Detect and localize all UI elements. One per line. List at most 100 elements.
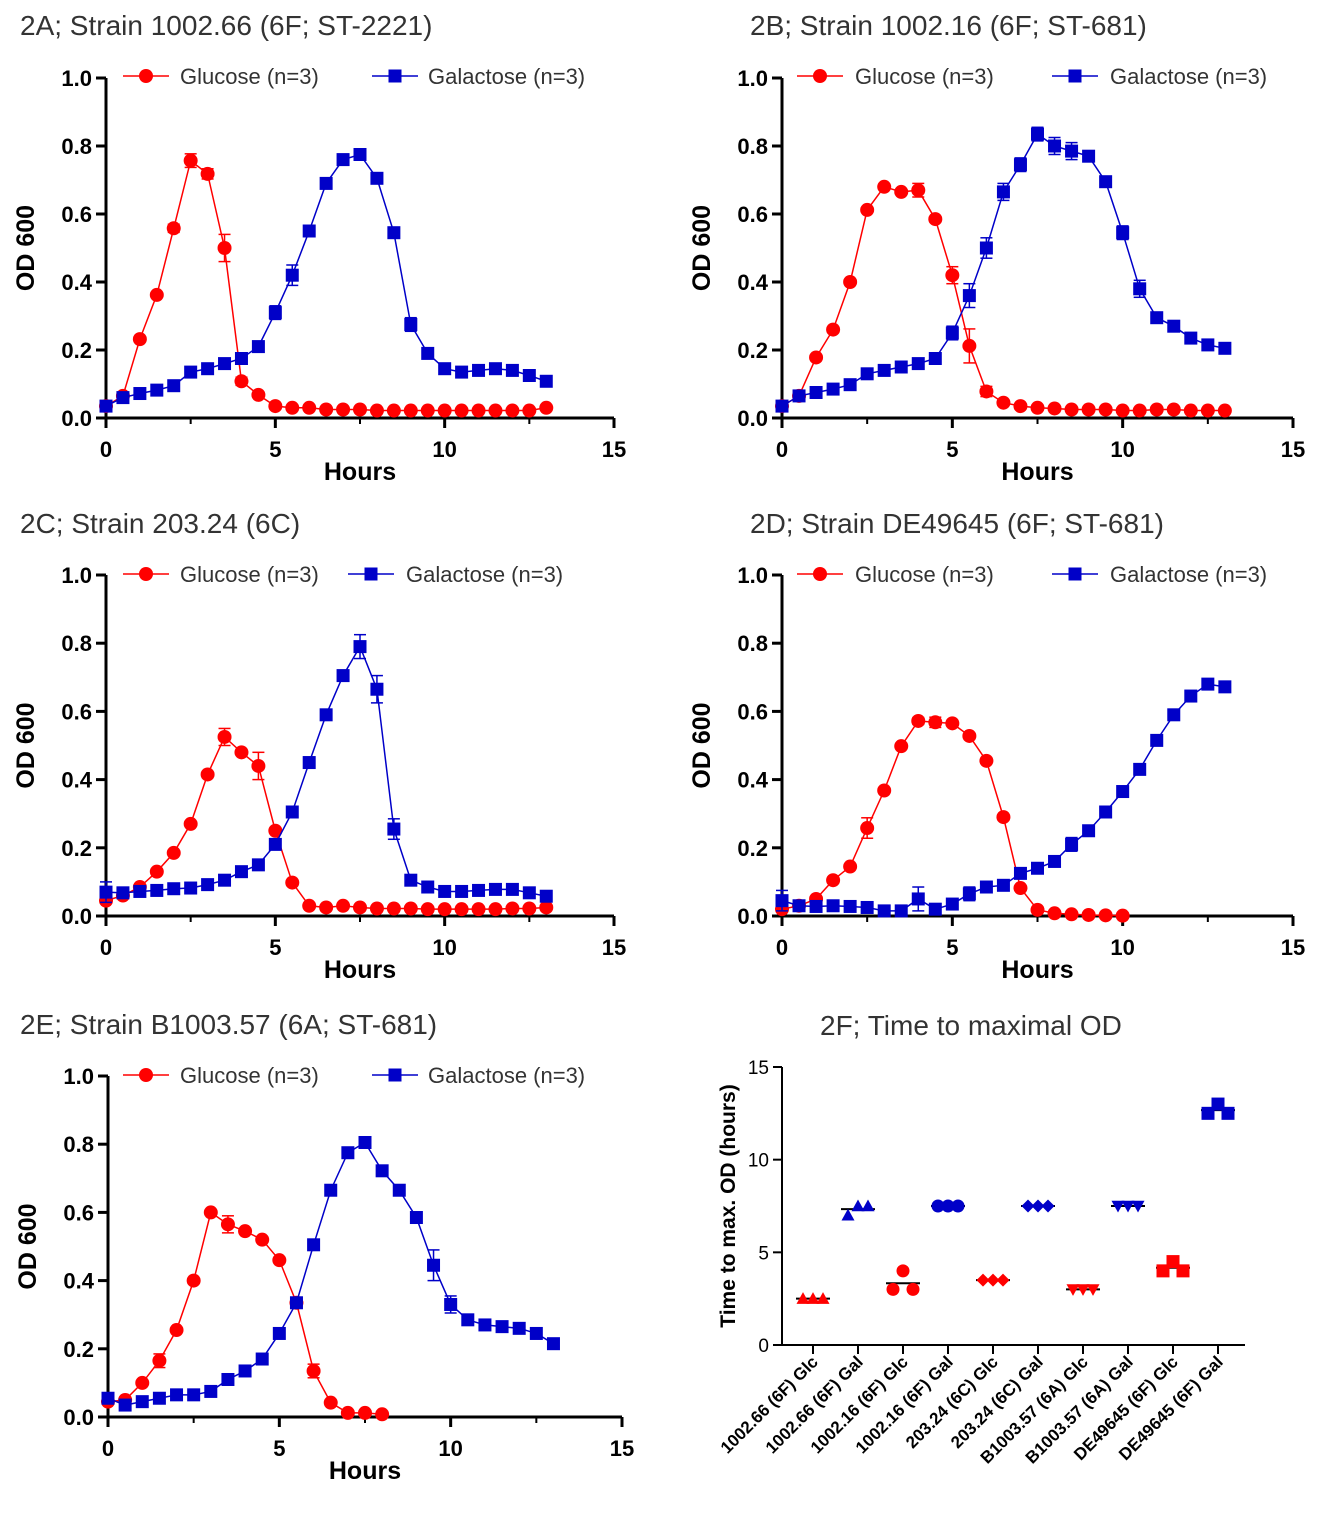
data-point [369, 901, 384, 916]
series-glucose [99, 727, 554, 917]
data-point [826, 899, 840, 913]
data-point [1031, 1199, 1045, 1213]
legend-label: Glucose (n=3) [855, 64, 994, 89]
data-point [187, 1388, 201, 1402]
data-point [851, 1199, 865, 1212]
y-tick-label: 0.0 [737, 904, 768, 929]
legend-marker [813, 567, 827, 581]
data-point [184, 365, 198, 379]
data-point [539, 889, 553, 903]
data-point [1221, 1106, 1235, 1120]
data-point [1211, 1097, 1225, 1111]
y-axis-label: OD 600 [688, 205, 716, 291]
data-point [324, 1183, 338, 1197]
y-tick-label: 0.6 [63, 1200, 94, 1225]
data-point [387, 226, 401, 240]
data-point [183, 816, 198, 831]
data-point [201, 878, 215, 892]
data-point [218, 873, 232, 887]
series-line [781, 185, 1225, 412]
data-point [454, 902, 469, 917]
data-point [488, 362, 502, 376]
data-point [268, 399, 283, 414]
data-point [238, 1224, 253, 1239]
data-point [522, 403, 537, 418]
data-point [792, 899, 806, 913]
data-point [404, 318, 418, 331]
chart-2a: 2A; Strain 1002.66 (6F; ST-2221) 0 5 10 15 0.… [12, 10, 626, 486]
data-point [149, 287, 164, 302]
y-axis-label: OD 600 [688, 702, 716, 788]
data-point [860, 900, 874, 914]
y-tick-label: 10 [748, 1151, 769, 1172]
series-line [781, 683, 1225, 912]
data-point [877, 904, 891, 918]
data-point [911, 357, 925, 371]
data-point [386, 403, 401, 418]
data-point [369, 403, 384, 418]
data-point [200, 166, 215, 181]
data-point [336, 402, 351, 417]
data-point [272, 1326, 286, 1340]
legend-label: Glucose (n=3) [855, 562, 994, 587]
data-point [387, 822, 401, 836]
data-point [911, 892, 925, 906]
y-tick-label: 1.0 [737, 66, 768, 91]
group-4 [931, 1199, 965, 1213]
data-point [860, 821, 875, 836]
legend-label: Galactose (n=3) [428, 64, 585, 89]
data-point [809, 899, 823, 913]
data-point [1218, 341, 1232, 355]
data-point [118, 1398, 132, 1412]
data-point [421, 880, 435, 894]
data-point [1132, 403, 1147, 418]
data-point [218, 357, 232, 371]
data-point [220, 1217, 235, 1232]
data-point [150, 883, 164, 897]
y-tick-label: 0 [758, 1336, 769, 1357]
data-point [1167, 319, 1181, 333]
data-point [340, 1405, 355, 1420]
data-point [420, 403, 435, 418]
data-point [455, 884, 469, 898]
series-galactose [101, 1135, 560, 1412]
data-point [302, 224, 316, 238]
y-tick-label: 0.6 [61, 202, 92, 227]
y-axis-label: OD 600 [12, 205, 40, 291]
x-tick-label: 5 [273, 1436, 285, 1461]
data-point [1184, 689, 1198, 703]
y-tick-label: 0.4 [63, 1269, 94, 1294]
data-point [1064, 402, 1079, 417]
data-point [894, 360, 908, 374]
data-point [1150, 311, 1164, 325]
y-tick-label: 0.2 [61, 338, 92, 363]
data-point [1081, 907, 1096, 922]
data-point [945, 897, 959, 911]
data-point [945, 326, 959, 340]
data-point [996, 878, 1010, 892]
data-point [1065, 837, 1079, 851]
x-tick-label: 15 [1281, 437, 1305, 462]
data-point [1064, 907, 1079, 922]
data-point [353, 148, 367, 161]
data-point [1021, 1199, 1035, 1213]
y-tick-label: 0.8 [61, 631, 92, 656]
data-point [336, 669, 350, 683]
series-galactose [775, 677, 1232, 918]
legend-label: Galactose (n=3) [406, 562, 563, 587]
data-point [931, 1199, 945, 1213]
y-tick-label: 5 [758, 1243, 769, 1264]
data-point [986, 1273, 1000, 1287]
data-point [826, 322, 841, 337]
data-point [302, 898, 317, 913]
data-point [1183, 403, 1198, 418]
data-point [894, 739, 909, 754]
data-point [539, 900, 554, 915]
legend-label: Galactose (n=3) [1110, 64, 1267, 89]
legend-entry: Glucose (n=3) [123, 1063, 319, 1088]
data-point [204, 1384, 218, 1398]
legend-entry: Galactose (n=3) [372, 64, 585, 89]
legend-entry: Galactose (n=3) [1052, 562, 1267, 587]
x-tick-label: 5 [946, 935, 958, 960]
x-tick-label: 10 [432, 935, 456, 960]
